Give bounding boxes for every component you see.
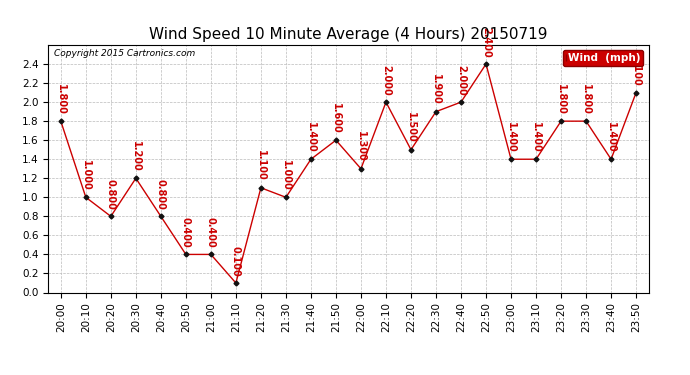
Text: 0.400: 0.400 [181, 217, 191, 248]
Text: 0.100: 0.100 [231, 246, 241, 276]
Text: 1.400: 1.400 [306, 122, 316, 153]
Text: 0.400: 0.400 [206, 217, 216, 248]
Text: 1.400: 1.400 [606, 122, 616, 153]
Text: 1.000: 1.000 [81, 160, 91, 190]
Text: Copyright 2015 Cartronics.com: Copyright 2015 Cartronics.com [55, 49, 195, 58]
Text: 1.400: 1.400 [506, 122, 516, 153]
Text: 2.100: 2.100 [631, 55, 641, 86]
Title: Wind Speed 10 Minute Average (4 Hours) 20150719: Wind Speed 10 Minute Average (4 Hours) 2… [149, 27, 548, 42]
Text: 1.900: 1.900 [431, 74, 441, 105]
Text: 1.600: 1.600 [331, 103, 341, 134]
Text: 1.800: 1.800 [56, 84, 66, 114]
Text: 1.800: 1.800 [556, 84, 566, 114]
Text: 1.400: 1.400 [531, 122, 541, 153]
Text: 1.300: 1.300 [356, 131, 366, 162]
Text: 2.400: 2.400 [481, 27, 491, 57]
Text: 1.500: 1.500 [406, 112, 416, 143]
Text: 0.800: 0.800 [156, 179, 166, 210]
Text: 1.800: 1.800 [581, 84, 591, 114]
Legend: Wind  (mph): Wind (mph) [562, 50, 643, 66]
Text: 0.800: 0.800 [106, 179, 116, 210]
Text: 1.200: 1.200 [131, 141, 141, 172]
Text: 1.100: 1.100 [256, 150, 266, 181]
Text: 2.000: 2.000 [456, 65, 466, 96]
Text: 2.000: 2.000 [381, 65, 391, 96]
Text: 1.000: 1.000 [281, 160, 291, 190]
